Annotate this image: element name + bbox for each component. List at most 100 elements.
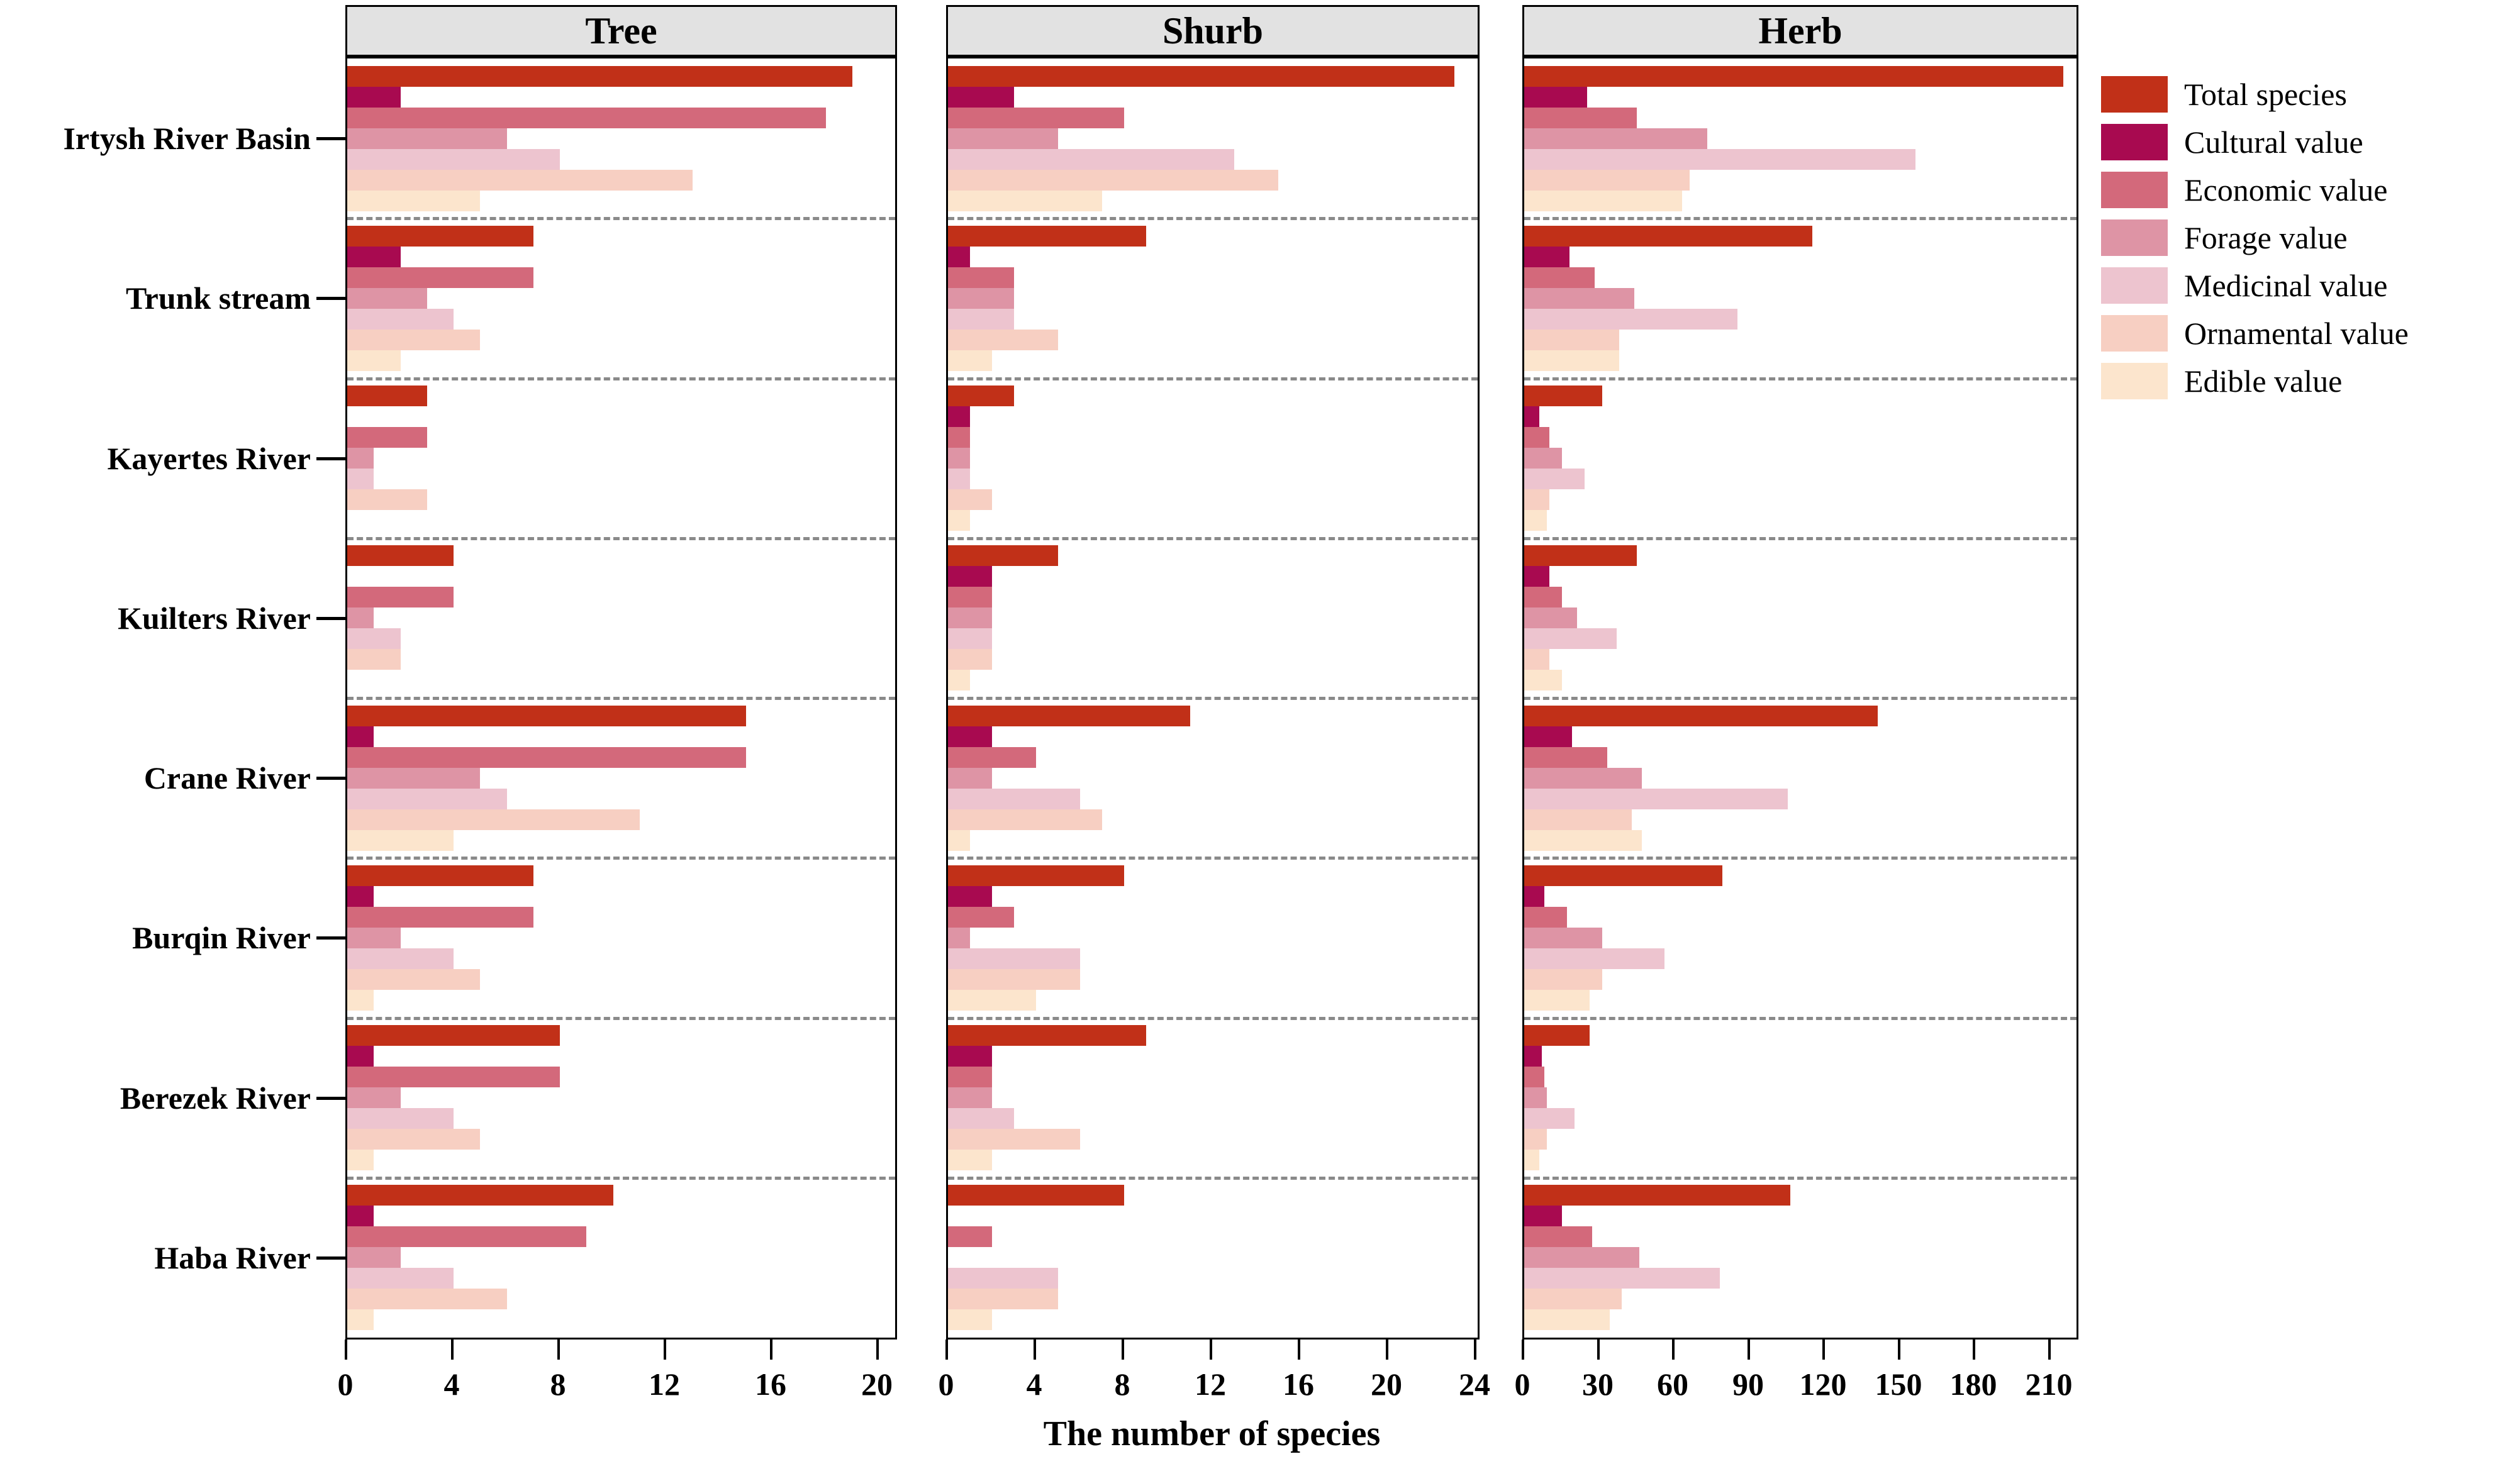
category-tick xyxy=(316,777,345,780)
legend-label: Cultural value xyxy=(2184,125,2363,160)
bar xyxy=(948,1226,992,1248)
x-axis-tick-label: 12 xyxy=(1195,1367,1226,1402)
bar xyxy=(1524,1268,1720,1289)
category-tick xyxy=(316,936,345,940)
bar xyxy=(1524,469,1585,490)
bar xyxy=(948,427,970,448)
bar xyxy=(1524,587,1562,608)
x-axis-tick-label: 20 xyxy=(1371,1367,1402,1402)
bar xyxy=(1524,1289,1622,1310)
bar xyxy=(347,427,427,448)
bar xyxy=(347,86,401,108)
bar xyxy=(347,989,374,1011)
group-separator xyxy=(948,697,1478,700)
x-axis-tick-label: 24 xyxy=(1459,1367,1490,1402)
bar xyxy=(948,128,1058,149)
bar xyxy=(347,1129,480,1150)
bar xyxy=(1524,670,1562,691)
bar xyxy=(347,267,533,288)
bar xyxy=(1524,948,1664,969)
x-axis-tick xyxy=(1898,1340,1900,1360)
bar xyxy=(948,767,992,789)
bar xyxy=(1524,1226,1592,1248)
group-separator xyxy=(1524,697,2077,700)
category-label: Trunk stream xyxy=(126,280,311,316)
x-axis-tick-label: 4 xyxy=(1026,1367,1042,1402)
x-axis-tick-label: 20 xyxy=(861,1367,893,1402)
x-axis-tick-label: 150 xyxy=(1875,1367,1922,1402)
bar xyxy=(1524,1185,1790,1206)
bar xyxy=(1524,86,1587,108)
bar xyxy=(347,1025,560,1046)
x-axis-tick-label: 8 xyxy=(1114,1367,1130,1402)
bar xyxy=(1524,1087,1547,1109)
group-separator xyxy=(1524,377,2077,380)
legend-item: Ornamental value xyxy=(2101,309,2409,357)
category-tick xyxy=(316,297,345,301)
group-separator xyxy=(347,857,895,860)
bar xyxy=(948,350,992,371)
bar xyxy=(347,1087,401,1109)
legend-swatch xyxy=(2101,363,2168,399)
group-separator xyxy=(347,536,895,540)
bar xyxy=(948,746,1036,768)
legend-label: Ornamental value xyxy=(2184,316,2409,351)
bar xyxy=(948,1268,1058,1289)
x-axis-tick xyxy=(1034,1340,1036,1360)
bar xyxy=(347,169,693,191)
legend-swatch xyxy=(2101,172,2168,208)
group-separator xyxy=(948,377,1478,380)
bar xyxy=(1524,1150,1539,1171)
x-axis-tick-label: 180 xyxy=(1949,1367,1997,1402)
category-label: Kuilters River xyxy=(118,600,311,636)
category-tick xyxy=(316,616,345,620)
bar xyxy=(948,670,970,691)
bar xyxy=(1524,1067,1544,1088)
bar xyxy=(347,1150,374,1171)
x-axis-tick-label: 8 xyxy=(550,1367,566,1402)
x-axis-tick xyxy=(1122,1340,1124,1360)
bar xyxy=(1524,649,1549,670)
x-axis-tick xyxy=(945,1340,948,1360)
group-separator xyxy=(1524,1176,2077,1180)
group-separator xyxy=(948,857,1478,860)
bar xyxy=(1524,190,1682,211)
bar xyxy=(948,287,1014,309)
bar xyxy=(1524,1025,1590,1046)
x-axis-tick-label: 60 xyxy=(1657,1367,1688,1402)
x-axis-tick-label: 90 xyxy=(1732,1367,1764,1402)
bar xyxy=(347,350,401,371)
bar xyxy=(347,788,507,809)
group-separator xyxy=(948,1016,1478,1020)
bar xyxy=(948,927,970,948)
bar xyxy=(347,128,507,149)
x-axis-tick xyxy=(1672,1340,1675,1360)
bar xyxy=(347,628,401,650)
plot-area-herb xyxy=(1522,57,2078,1340)
bar xyxy=(347,649,401,670)
bar xyxy=(948,1309,992,1331)
bar xyxy=(948,469,970,490)
bar xyxy=(1524,865,1722,886)
bar xyxy=(948,1067,992,1088)
bar xyxy=(1524,329,1619,350)
bar xyxy=(347,948,454,969)
bar xyxy=(948,829,970,851)
bar xyxy=(1524,1206,1562,1227)
bar xyxy=(948,968,1080,990)
bar xyxy=(1524,489,1549,511)
bar xyxy=(347,927,401,948)
legend-swatch xyxy=(2101,124,2168,160)
bar xyxy=(948,386,1014,407)
bar xyxy=(347,1247,401,1268)
bar xyxy=(347,829,454,851)
bar xyxy=(347,287,427,309)
bar xyxy=(1524,225,1812,247)
bar xyxy=(347,386,427,407)
bar xyxy=(347,1185,613,1206)
category-label: Burqin River xyxy=(132,920,311,956)
bar xyxy=(347,1289,507,1310)
group-separator xyxy=(1524,217,2077,221)
bar xyxy=(347,1108,454,1129)
